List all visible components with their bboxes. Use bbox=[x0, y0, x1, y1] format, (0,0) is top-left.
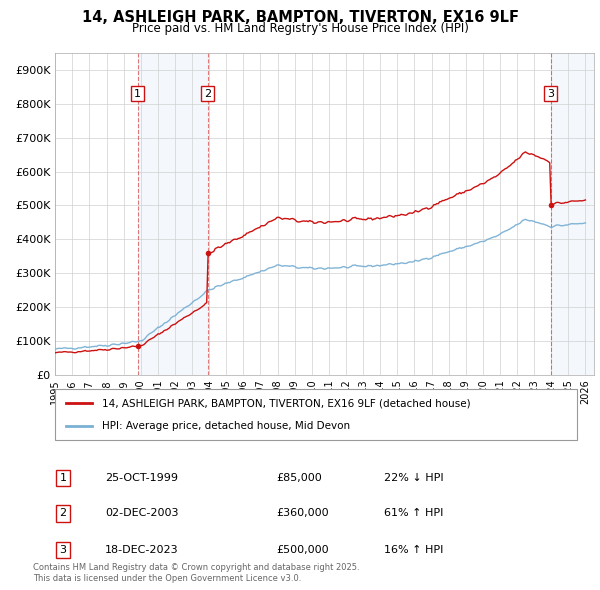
Text: 25-OCT-1999: 25-OCT-1999 bbox=[105, 473, 178, 483]
Text: 3: 3 bbox=[547, 88, 554, 99]
Text: 16% ↑ HPI: 16% ↑ HPI bbox=[384, 545, 443, 555]
Text: 2: 2 bbox=[204, 88, 211, 99]
Text: £360,000: £360,000 bbox=[276, 509, 329, 518]
Text: Contains HM Land Registry data © Crown copyright and database right 2025.: Contains HM Land Registry data © Crown c… bbox=[33, 563, 359, 572]
Bar bbox=[137, 53, 208, 375]
Text: 1: 1 bbox=[134, 88, 141, 99]
Text: Price paid vs. HM Land Registry's House Price Index (HPI): Price paid vs. HM Land Registry's House … bbox=[131, 22, 469, 35]
Text: 14, ASHLEIGH PARK, BAMPTON, TIVERTON, EX16 9LF: 14, ASHLEIGH PARK, BAMPTON, TIVERTON, EX… bbox=[82, 10, 518, 25]
Text: 2: 2 bbox=[59, 509, 67, 518]
Text: 22% ↓ HPI: 22% ↓ HPI bbox=[384, 473, 443, 483]
Text: This data is licensed under the Open Government Licence v3.0.: This data is licensed under the Open Gov… bbox=[33, 574, 301, 583]
FancyBboxPatch shape bbox=[55, 389, 577, 440]
Text: £85,000: £85,000 bbox=[276, 473, 322, 483]
Text: £500,000: £500,000 bbox=[276, 545, 329, 555]
Text: HPI: Average price, detached house, Mid Devon: HPI: Average price, detached house, Mid … bbox=[102, 421, 350, 431]
Text: 02-DEC-2003: 02-DEC-2003 bbox=[105, 509, 179, 518]
Text: 14, ASHLEIGH PARK, BAMPTON, TIVERTON, EX16 9LF (detached house): 14, ASHLEIGH PARK, BAMPTON, TIVERTON, EX… bbox=[102, 398, 471, 408]
Text: 3: 3 bbox=[59, 545, 67, 555]
Bar bbox=[551, 53, 594, 375]
Text: 18-DEC-2023: 18-DEC-2023 bbox=[105, 545, 179, 555]
Text: 61% ↑ HPI: 61% ↑ HPI bbox=[384, 509, 443, 518]
Text: 1: 1 bbox=[59, 473, 67, 483]
